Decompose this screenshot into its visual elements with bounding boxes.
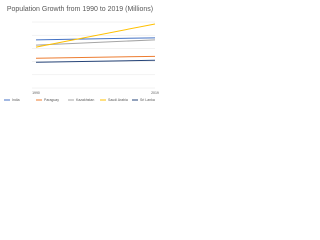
line [35,39,156,46]
legend-label: Kazakhstan [76,98,94,102]
chart: Population Growth from 1990 to 2019 (Mil… [0,0,160,106]
legend-label: Paraguay [44,98,59,102]
legend-label: Saudi Arabia [108,98,128,102]
line [35,37,156,41]
line [35,23,156,48]
line [35,59,156,63]
line [35,55,156,59]
x-tick-label: 2019 [151,91,159,95]
chart-title: Population Growth from 1990 to 2019 (Mil… [7,6,153,13]
x-tick-label: 1990 [32,91,40,95]
legend-label: Sri Lanka [140,98,155,102]
background [0,0,160,106]
legend-label: India [12,98,20,102]
